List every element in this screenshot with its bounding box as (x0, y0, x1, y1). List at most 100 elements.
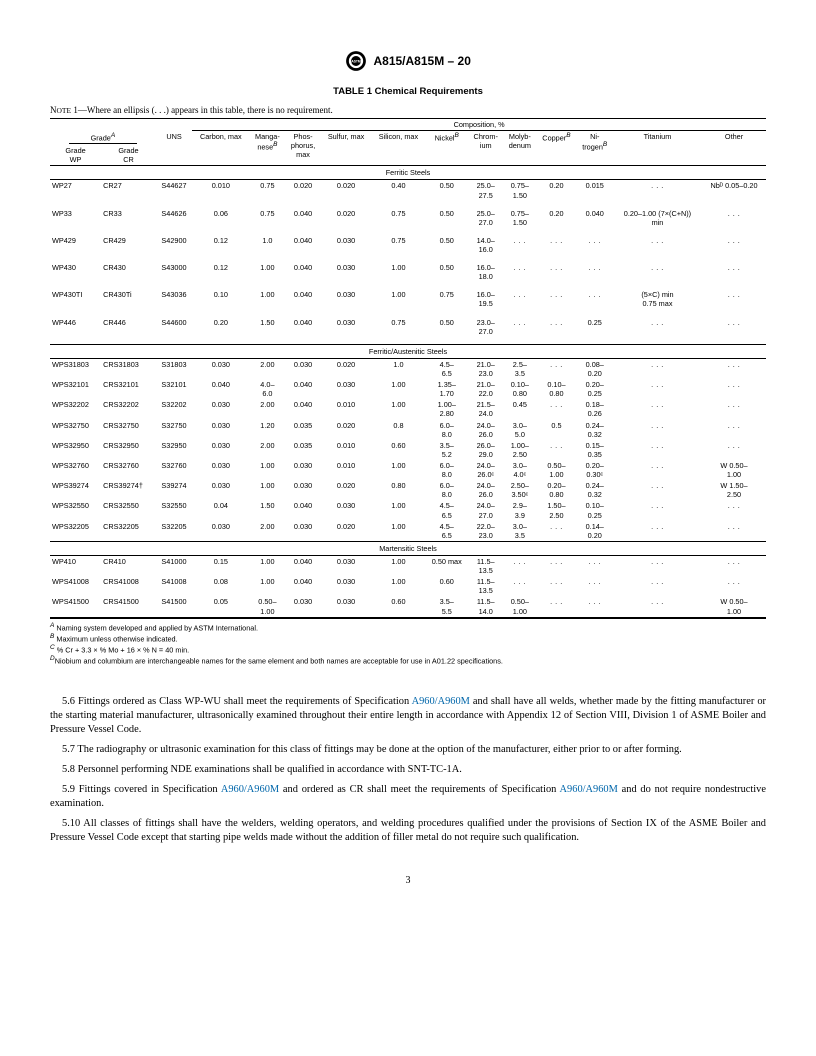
table-cell: 4.5–6.5 (426, 358, 469, 379)
table-cell: WP33 (50, 208, 101, 235)
table-row: WP429CR429S429000.121.00.0400.0300.750.5… (50, 235, 766, 262)
table-cell: S41500 (156, 596, 192, 617)
table-cell: WPS32202 (50, 399, 101, 419)
table-cell: 1.00–2.80 (426, 399, 469, 419)
table-cell: CRS41500 (101, 596, 156, 617)
table-cell: 22.0–23.0 (468, 521, 503, 542)
table-cell: 24.0–26.0ᶜ (468, 460, 503, 480)
table-cell: WP446 (50, 317, 101, 345)
table-cell: 1.50 (249, 500, 285, 520)
svg-text:ASTM: ASTM (351, 60, 361, 64)
table-cell: 0.010 (321, 440, 372, 460)
table-cell: 0.040 (285, 289, 320, 316)
table-cell: 23.0–27.0 (468, 317, 503, 345)
table-cell: WPS39274 (50, 480, 101, 500)
table-cell: 16.0–19.5 (468, 289, 503, 316)
table-cell: 0.030 (192, 521, 249, 542)
table-cell: . . . (702, 208, 766, 235)
table-cell: 0.030 (321, 317, 372, 345)
table-cell: WPS41008 (50, 576, 101, 596)
table-cell: 0.75–1.50 (503, 180, 536, 208)
table-cell: 2.00 (249, 358, 285, 379)
table-cell: 0.18–0.26 (577, 399, 613, 419)
page-header: ASTM A815/A815M – 20 (50, 50, 766, 72)
table-cell: 1.00 (371, 399, 425, 419)
table-cell: 0.10 (192, 289, 249, 316)
table-cell: WPS32101 (50, 379, 101, 399)
table-cell: 3.5–5.5 (426, 596, 469, 617)
table-cell: CRS32750 (101, 420, 156, 440)
table-cell: 0.60 (426, 576, 469, 596)
table-cell: 0.75 (371, 317, 425, 345)
table-cell: . . . (702, 379, 766, 399)
table-cell: CRS32101 (101, 379, 156, 399)
table-cell: CRS31803 (101, 358, 156, 379)
spec-link[interactable]: A960/A960M (221, 784, 279, 795)
table-cell: CR430Ti (101, 289, 156, 316)
table-cell: . . . (536, 399, 576, 419)
table-cell: 0.010 (321, 399, 372, 419)
table-cell: 1.00 (249, 262, 285, 289)
table-cell: 0.50 (426, 235, 469, 262)
table-cell: CRS32760 (101, 460, 156, 480)
table-cell: . . . (536, 358, 576, 379)
table-cell: . . . (577, 576, 613, 596)
table-cell: 1.00 (371, 500, 425, 520)
table-cell: 2.00 (249, 399, 285, 419)
table-cell: 0.010 (321, 460, 372, 480)
table-cell: . . . (702, 500, 766, 520)
table-cell: 4.5–6.5 (426, 500, 469, 520)
table-cell: CR446 (101, 317, 156, 345)
table-cell: . . . (702, 420, 766, 440)
table-cell: . . . (536, 235, 576, 262)
table-cell: Nbᴰ 0.05–0.20 (702, 180, 766, 208)
table-cell: S32205 (156, 521, 192, 542)
section-title: Martensitic Steels (50, 541, 766, 555)
table-cell: 0.75–1.50 (503, 208, 536, 235)
table-cell: 24.0–27.0 (468, 500, 503, 520)
table-cell: 0.030 (321, 555, 372, 576)
table-cell: 0.020 (321, 180, 372, 208)
table-cell: W 1.50–2.50 (702, 480, 766, 500)
table-cell: . . . (613, 521, 702, 542)
table-cell: S41008 (156, 576, 192, 596)
table-title: TABLE 1 Chemical Requirements (50, 86, 766, 97)
table-cell: 2.00 (249, 521, 285, 542)
table-cell: 0.75 (249, 208, 285, 235)
table-cell: 0.035 (285, 440, 320, 460)
table-cell: . . . (613, 317, 702, 345)
table-cell: 1.00 (371, 262, 425, 289)
spec-link[interactable]: A960/A960M (412, 696, 470, 707)
table-cell: . . . (503, 555, 536, 576)
table-cell: W 0.50–1.00 (702, 596, 766, 617)
table-cell: 0.040 (285, 576, 320, 596)
spec-link[interactable]: A960/A960M (560, 784, 618, 795)
table-cell: 0.12 (192, 235, 249, 262)
table-cell: 0.10–0.25 (577, 500, 613, 520)
table-cell: 0.040 (285, 500, 320, 520)
table-cell: 0.75 (371, 208, 425, 235)
table-cell: 1.00 (249, 576, 285, 596)
col-chromium: Chrom-ium (474, 132, 498, 150)
table-cell: 1.00–2.50 (503, 440, 536, 460)
table-cell: S44626 (156, 208, 192, 235)
col-phosphorus: Phos-phorus,max (291, 132, 315, 159)
table-note: NOTE 1—Where an ellipsis (. . .) appears… (50, 105, 766, 115)
table-cell: 0.06 (192, 208, 249, 235)
table-cell: . . . (503, 235, 536, 262)
table-cell: 0.25 (577, 317, 613, 345)
table-cell: 0.020 (321, 480, 372, 500)
table-cell: S32550 (156, 500, 192, 520)
table-cell: . . . (613, 262, 702, 289)
table-cell: 1.00 (371, 379, 425, 399)
table-cell: WPS41500 (50, 596, 101, 617)
table-cell: 0.04 (192, 500, 249, 520)
table-cell: S43036 (156, 289, 192, 316)
table-cell: 0.030 (192, 460, 249, 480)
table-cell: . . . (503, 289, 536, 316)
table-cell: 0.040 (285, 208, 320, 235)
table-cell: 0.50 max (426, 555, 469, 576)
table-cell: 6.0–8.0 (426, 480, 469, 500)
para-5-7: 5.7 The radiography or ultrasonic examin… (50, 743, 766, 757)
table-cell: 1.50 (249, 317, 285, 345)
